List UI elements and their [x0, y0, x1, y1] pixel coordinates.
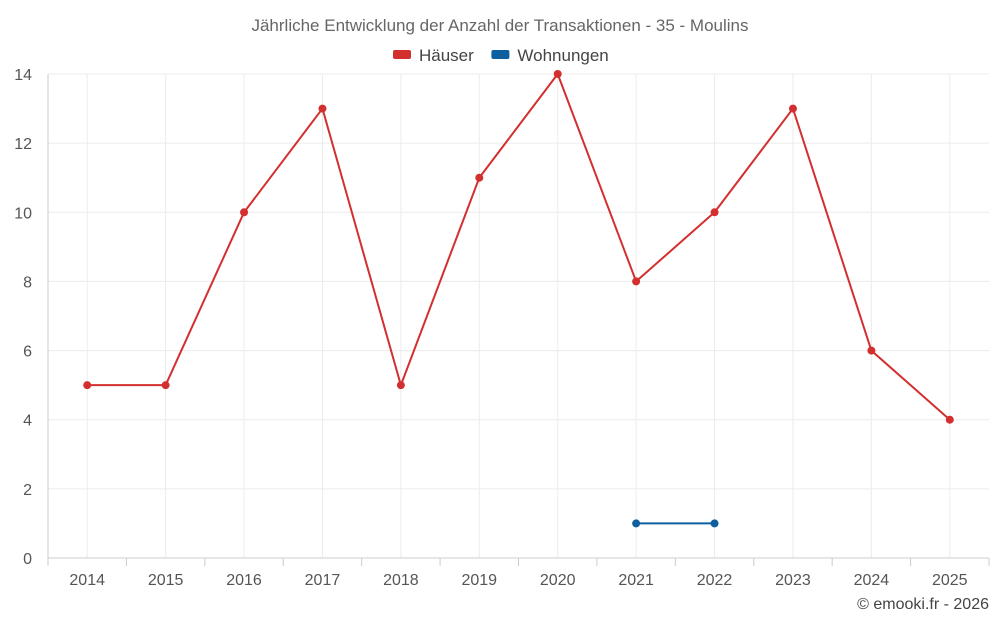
data-point — [632, 277, 641, 286]
credit-text: © emooki.fr - 2026 — [857, 596, 989, 613]
y-tick-label: 4 — [23, 413, 32, 430]
axes: 0 2 4 6 8 10 12 14 2014 2015 2016 2017 2018 2019 2020 2… — [14, 67, 990, 589]
x-tick-label: 2016 — [226, 572, 262, 589]
x-tick-label: 2022 — [697, 572, 733, 589]
data-point — [945, 415, 954, 424]
x-tick-label: 2021 — [618, 572, 654, 589]
data-point — [318, 104, 327, 113]
legend-swatch — [393, 50, 411, 59]
legend-swatch — [491, 50, 510, 59]
x-tick-label: 2019 — [461, 572, 497, 589]
x-tick-label: 2023 — [775, 572, 811, 589]
data-point — [553, 70, 562, 78]
x-tick-label: 2018 — [383, 572, 419, 589]
y-tick-label: 8 — [23, 274, 32, 291]
series-layer — [83, 70, 954, 528]
data-point — [788, 104, 797, 113]
x-tick-label: 2024 — [854, 572, 890, 589]
grid — [48, 73, 989, 558]
series-line-haeuser — [87, 73, 951, 421]
data-point — [632, 519, 641, 528]
legend: Häuser Wohnungen — [393, 46, 609, 65]
data-point — [475, 173, 484, 182]
x-tick-label: 2025 — [932, 572, 968, 589]
legend-label: Wohnungen — [517, 46, 608, 65]
x-tick-label: 2015 — [148, 572, 184, 589]
data-point — [240, 208, 249, 217]
x-tick-label: 2014 — [69, 572, 105, 589]
data-point — [396, 381, 405, 390]
y-tick-label: 12 — [14, 136, 32, 153]
y-tick-label: 14 — [14, 67, 32, 84]
y-tick-label: 10 — [14, 205, 32, 222]
legend-label: Häuser — [419, 46, 474, 65]
data-point — [83, 381, 92, 390]
data-point — [161, 381, 170, 390]
data-point — [710, 208, 719, 217]
y-tick-label: 2 — [23, 482, 32, 499]
x-tick-label: 2017 — [305, 572, 341, 589]
y-tick-label: 0 — [23, 551, 32, 568]
data-point — [867, 346, 876, 355]
chart-title: Jährliche Entwicklung der Anzahl der Tra… — [251, 16, 748, 35]
data-point — [710, 519, 719, 528]
x-tick-label: 2020 — [540, 572, 576, 589]
y-tick-label: 6 — [23, 344, 32, 361]
